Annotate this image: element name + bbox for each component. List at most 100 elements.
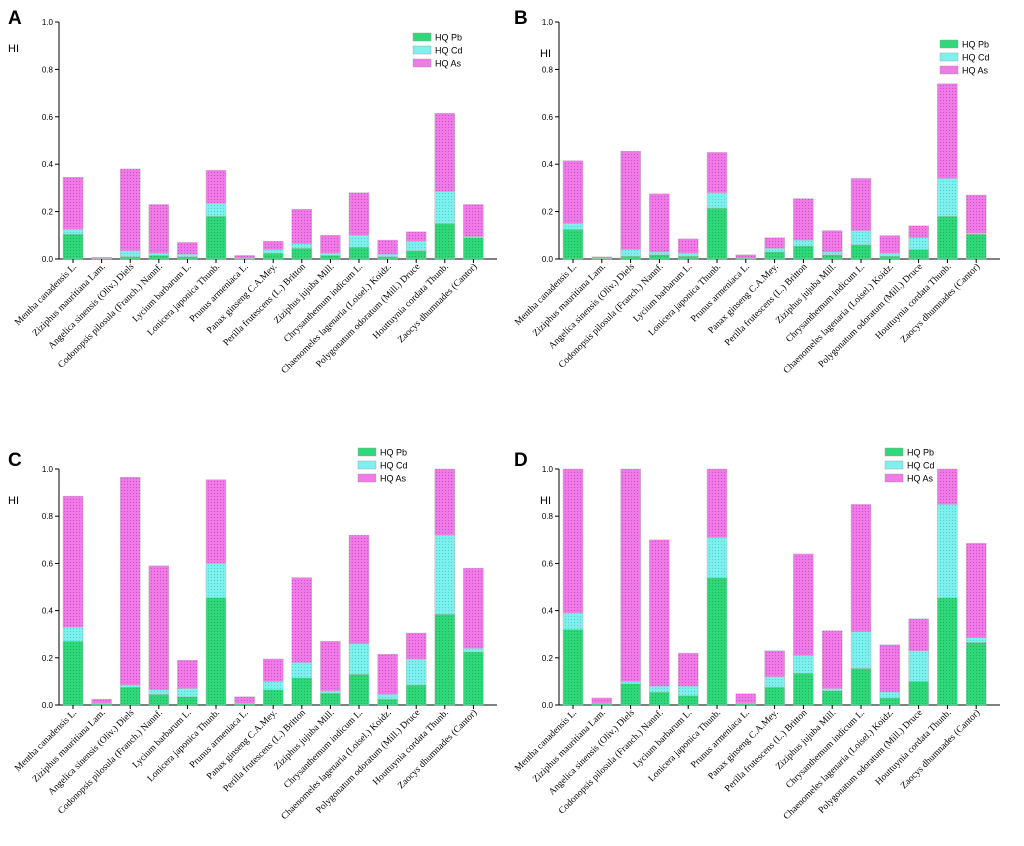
bar-hq-as xyxy=(793,198,814,241)
bar-hq-as xyxy=(91,257,112,259)
bar-hq-pb xyxy=(119,256,141,260)
bar-hq-as xyxy=(822,630,843,689)
bar-hq-as xyxy=(764,650,785,677)
bar-hq-cd xyxy=(822,688,843,692)
bar-hq-as xyxy=(735,693,756,704)
x-tick-label: Codonopsis pilosula (Franch.) Nannf. xyxy=(56,707,165,816)
bar-hq-as xyxy=(850,178,872,231)
bar-hq-pb xyxy=(177,256,198,260)
bar-hq-cd xyxy=(377,694,398,700)
bar-hq-pb xyxy=(937,216,958,260)
bar-hq-pb xyxy=(62,233,84,260)
legend-label: HQ Cd xyxy=(380,461,408,471)
bar-hq-cd xyxy=(706,192,728,209)
bar-hq-as xyxy=(463,567,484,649)
y-tick-label: 0.2 xyxy=(42,654,54,663)
y-tick-label: 0.0 xyxy=(542,701,554,710)
bar-hq-pb xyxy=(434,223,455,260)
bar-hq-as xyxy=(119,168,141,251)
bar-hq-cd xyxy=(263,249,284,254)
bar-hq-as xyxy=(735,254,756,259)
legend-label: HQ Pb xyxy=(435,33,462,43)
bar-hq-cd xyxy=(620,681,641,684)
bar-hq-cd xyxy=(966,637,987,643)
y-tick-label: 0.6 xyxy=(42,559,54,568)
bar-hq-as xyxy=(320,235,341,254)
bar-hq-pb xyxy=(908,681,929,706)
bar-hq-as xyxy=(620,468,641,682)
bar-hq-pb xyxy=(291,677,312,706)
bar-hq-pb xyxy=(706,577,728,706)
bar-hq-pb xyxy=(937,597,958,706)
bar-hq-pb xyxy=(793,672,814,706)
bar-hq-as xyxy=(291,209,312,244)
x-tick-label: Codonopsis pilosula (Franch.) Nannf. xyxy=(56,261,165,370)
bar-hq-pb xyxy=(263,689,284,706)
legend-label: HQ As xyxy=(380,474,407,484)
bar-hq-as xyxy=(937,468,958,505)
bar-hq-cd xyxy=(879,253,900,257)
bar-hq-cd xyxy=(822,251,843,255)
legend-label: HQ Cd xyxy=(907,461,935,471)
legend-label: HQ As xyxy=(907,474,934,484)
bar-hq-cd xyxy=(205,563,227,598)
panel-letter: A xyxy=(8,8,22,29)
legend-label: HQ Pb xyxy=(380,448,407,458)
bar-hq-pb xyxy=(348,674,370,706)
bar-hq-pb xyxy=(649,691,670,706)
bar-hq-as xyxy=(966,543,987,638)
bar-hq-as xyxy=(434,468,455,536)
x-tick-label: Codonopsis pilosula (Franch.) Nannf. xyxy=(556,261,665,370)
bar-hq-cd xyxy=(649,251,670,255)
legend-label: HQ Cd xyxy=(962,53,990,63)
bar-hq-as xyxy=(678,652,699,687)
y-tick-label: 0.8 xyxy=(42,65,54,74)
bar-hq-pb xyxy=(320,255,341,260)
bar-hq-cd xyxy=(678,685,699,696)
y-tick-label: 0.8 xyxy=(542,65,554,74)
bar-hq-as xyxy=(879,235,900,254)
bar-hq-cd xyxy=(434,191,455,224)
bar-hq-as xyxy=(205,169,227,204)
bar-hq-pb xyxy=(822,254,843,260)
bar-hq-cd xyxy=(764,248,785,253)
legend-swatch xyxy=(357,460,377,470)
bar-hq-pb xyxy=(620,255,641,260)
bar-hq-pb xyxy=(879,255,900,260)
legend-swatch xyxy=(357,473,377,483)
y-axis-label: HI xyxy=(8,495,19,507)
y-tick-label: 1.0 xyxy=(42,465,54,474)
bar-hq-pb xyxy=(850,668,872,706)
bar-hq-as xyxy=(348,534,370,644)
y-tick-label: 0.0 xyxy=(542,255,554,264)
bar-hq-as xyxy=(850,504,872,633)
y-tick-label: 1.0 xyxy=(542,465,554,474)
bar-hq-cd xyxy=(320,252,341,256)
bar-hq-cd xyxy=(649,685,670,693)
bar-hq-pb xyxy=(764,251,785,260)
bar-hq-cd xyxy=(879,691,900,699)
bar-hq-pb xyxy=(463,237,484,260)
y-tick-label: 0.2 xyxy=(542,208,554,217)
bar-hq-as xyxy=(406,632,427,660)
legend-label: HQ As xyxy=(962,66,989,76)
bar-hq-as xyxy=(966,194,987,234)
bar-hq-cd xyxy=(937,178,958,217)
bar-hq-pb xyxy=(649,254,670,260)
bar-hq-cd xyxy=(937,504,958,598)
bar-hq-as xyxy=(263,658,284,682)
bar-hq-as xyxy=(119,477,141,686)
bar-hq-as xyxy=(406,231,427,242)
bar-hq-pb xyxy=(793,245,814,260)
bar-hq-cd xyxy=(263,681,284,690)
bar-hq-cd xyxy=(377,254,398,257)
y-tick-label: 0.0 xyxy=(42,255,54,264)
y-tick-label: 0.4 xyxy=(542,160,554,169)
bar-hq-cd xyxy=(320,690,341,694)
bar-hq-pb xyxy=(205,216,227,260)
legend-swatch xyxy=(357,447,377,457)
y-tick-label: 0.4 xyxy=(42,160,54,169)
bar-hq-cd xyxy=(434,534,455,615)
